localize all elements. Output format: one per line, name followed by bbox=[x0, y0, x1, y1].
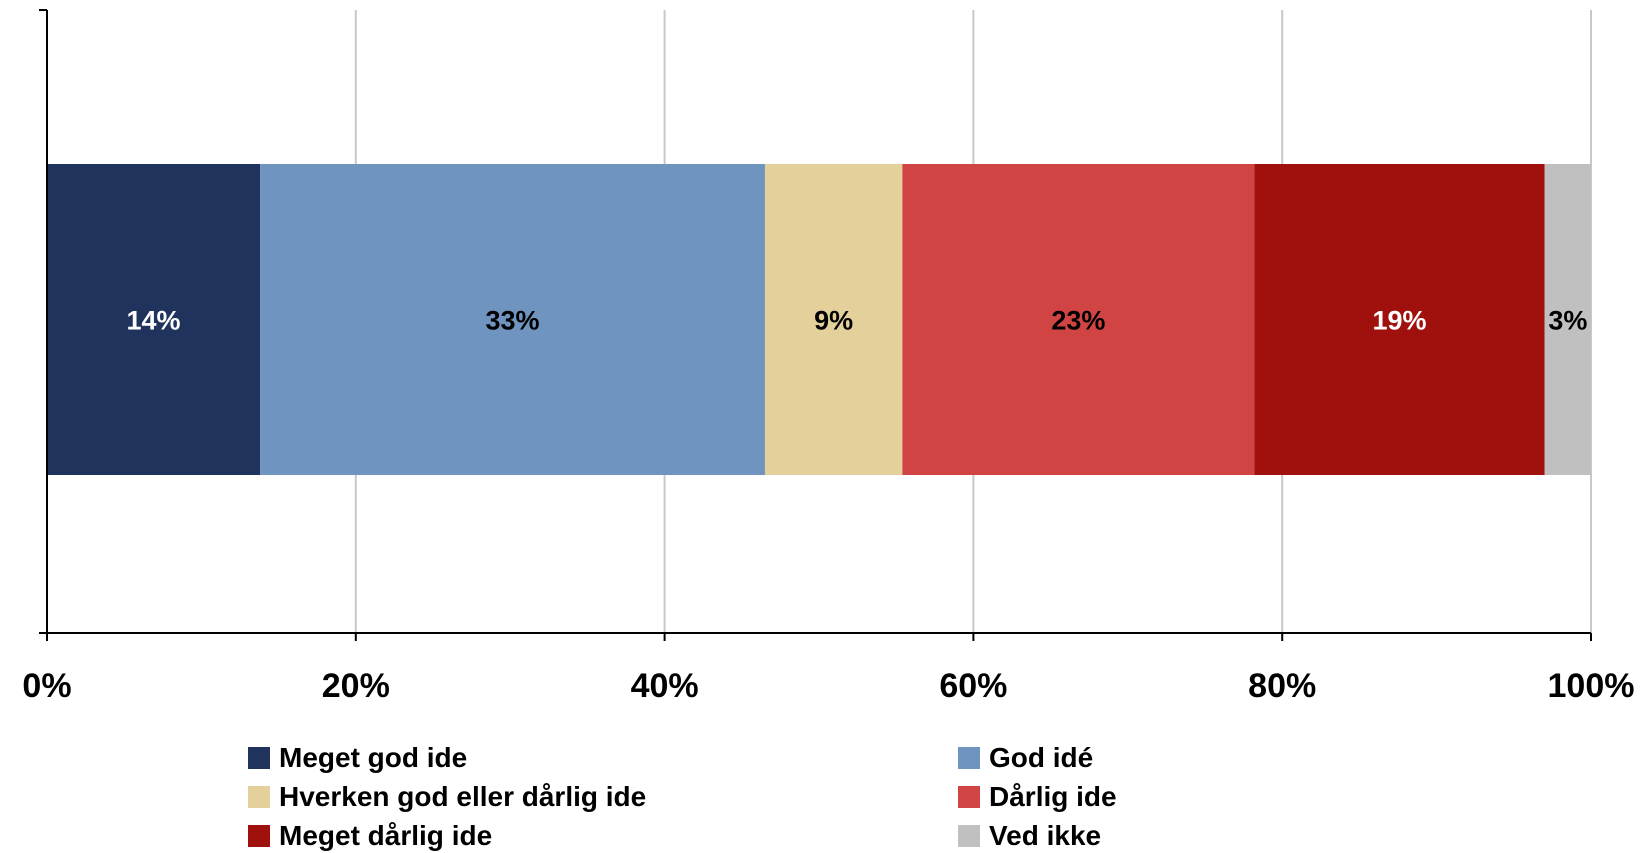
x-tick-label: 20% bbox=[322, 667, 390, 705]
legend-swatch bbox=[248, 786, 270, 808]
legend-swatch bbox=[248, 825, 270, 847]
x-tick-label: 40% bbox=[631, 667, 699, 705]
x-tick-label: 80% bbox=[1248, 667, 1316, 705]
bar-segment-meget-god-ide bbox=[47, 164, 261, 475]
bar-segment-god-ide bbox=[260, 164, 765, 475]
bar-segment-ved-ikke bbox=[1544, 164, 1591, 475]
bar-segments: 14% 33% 9% 23% 19% 3% bbox=[47, 164, 1591, 475]
legend-label: Meget dårlig ide bbox=[279, 820, 493, 851]
legend-swatch bbox=[958, 786, 980, 808]
legend-label: Meget god ide bbox=[279, 742, 468, 773]
bar-segment-meget-da-rlig-ide bbox=[1254, 164, 1545, 475]
axes bbox=[39, 9, 1592, 641]
legend-swatch bbox=[958, 825, 980, 847]
data-label-hverken-god-eller-da-rlig-ide: 9% bbox=[814, 306, 853, 336]
legend-label: Dårlig ide bbox=[989, 781, 1117, 812]
data-label-meget-god-ide: 14% bbox=[127, 306, 181, 336]
legend-label: Ved ikke bbox=[989, 820, 1102, 851]
legend-swatch bbox=[958, 747, 980, 769]
bar-segment-hverken-god-eller-da-rlig-ide bbox=[764, 164, 903, 475]
legend-item-god-ide: God idé bbox=[958, 741, 1408, 775]
legend-label: Hverken god eller dårlig ide bbox=[279, 781, 647, 812]
legend-swatch bbox=[248, 747, 270, 769]
legend: Meget god ide God idé Hverken god eller … bbox=[248, 741, 1408, 853]
data-label-ved-ikke: 3% bbox=[1548, 306, 1587, 336]
x-tick-label: 0% bbox=[22, 667, 71, 705]
legend-item-darlig-ide: Dårlig ide bbox=[958, 780, 1408, 814]
x-tick-label: 100% bbox=[1548, 667, 1635, 705]
x-axis-tick-labels: 0% 20% 40% 60% 80% 100% bbox=[22, 667, 1634, 705]
data-label-da-rlig-ide: 23% bbox=[1051, 306, 1105, 336]
x-tick-label: 60% bbox=[939, 667, 1007, 705]
legend-item-meget-darlig-ide: Meget dårlig ide bbox=[248, 819, 958, 853]
legend-item-meget-god-ide: Meget god ide bbox=[248, 741, 958, 775]
bar-segment-da-rlig-ide bbox=[902, 164, 1255, 475]
legend-label: God idé bbox=[989, 742, 1094, 773]
data-label-meget-da-rlig-ide: 19% bbox=[1373, 306, 1427, 336]
data-label-god-ide: 33% bbox=[485, 306, 539, 336]
legend-item-ved-ikke: Ved ikke bbox=[958, 819, 1408, 853]
legend-item-hverken: Hverken god eller dårlig ide bbox=[248, 780, 958, 814]
